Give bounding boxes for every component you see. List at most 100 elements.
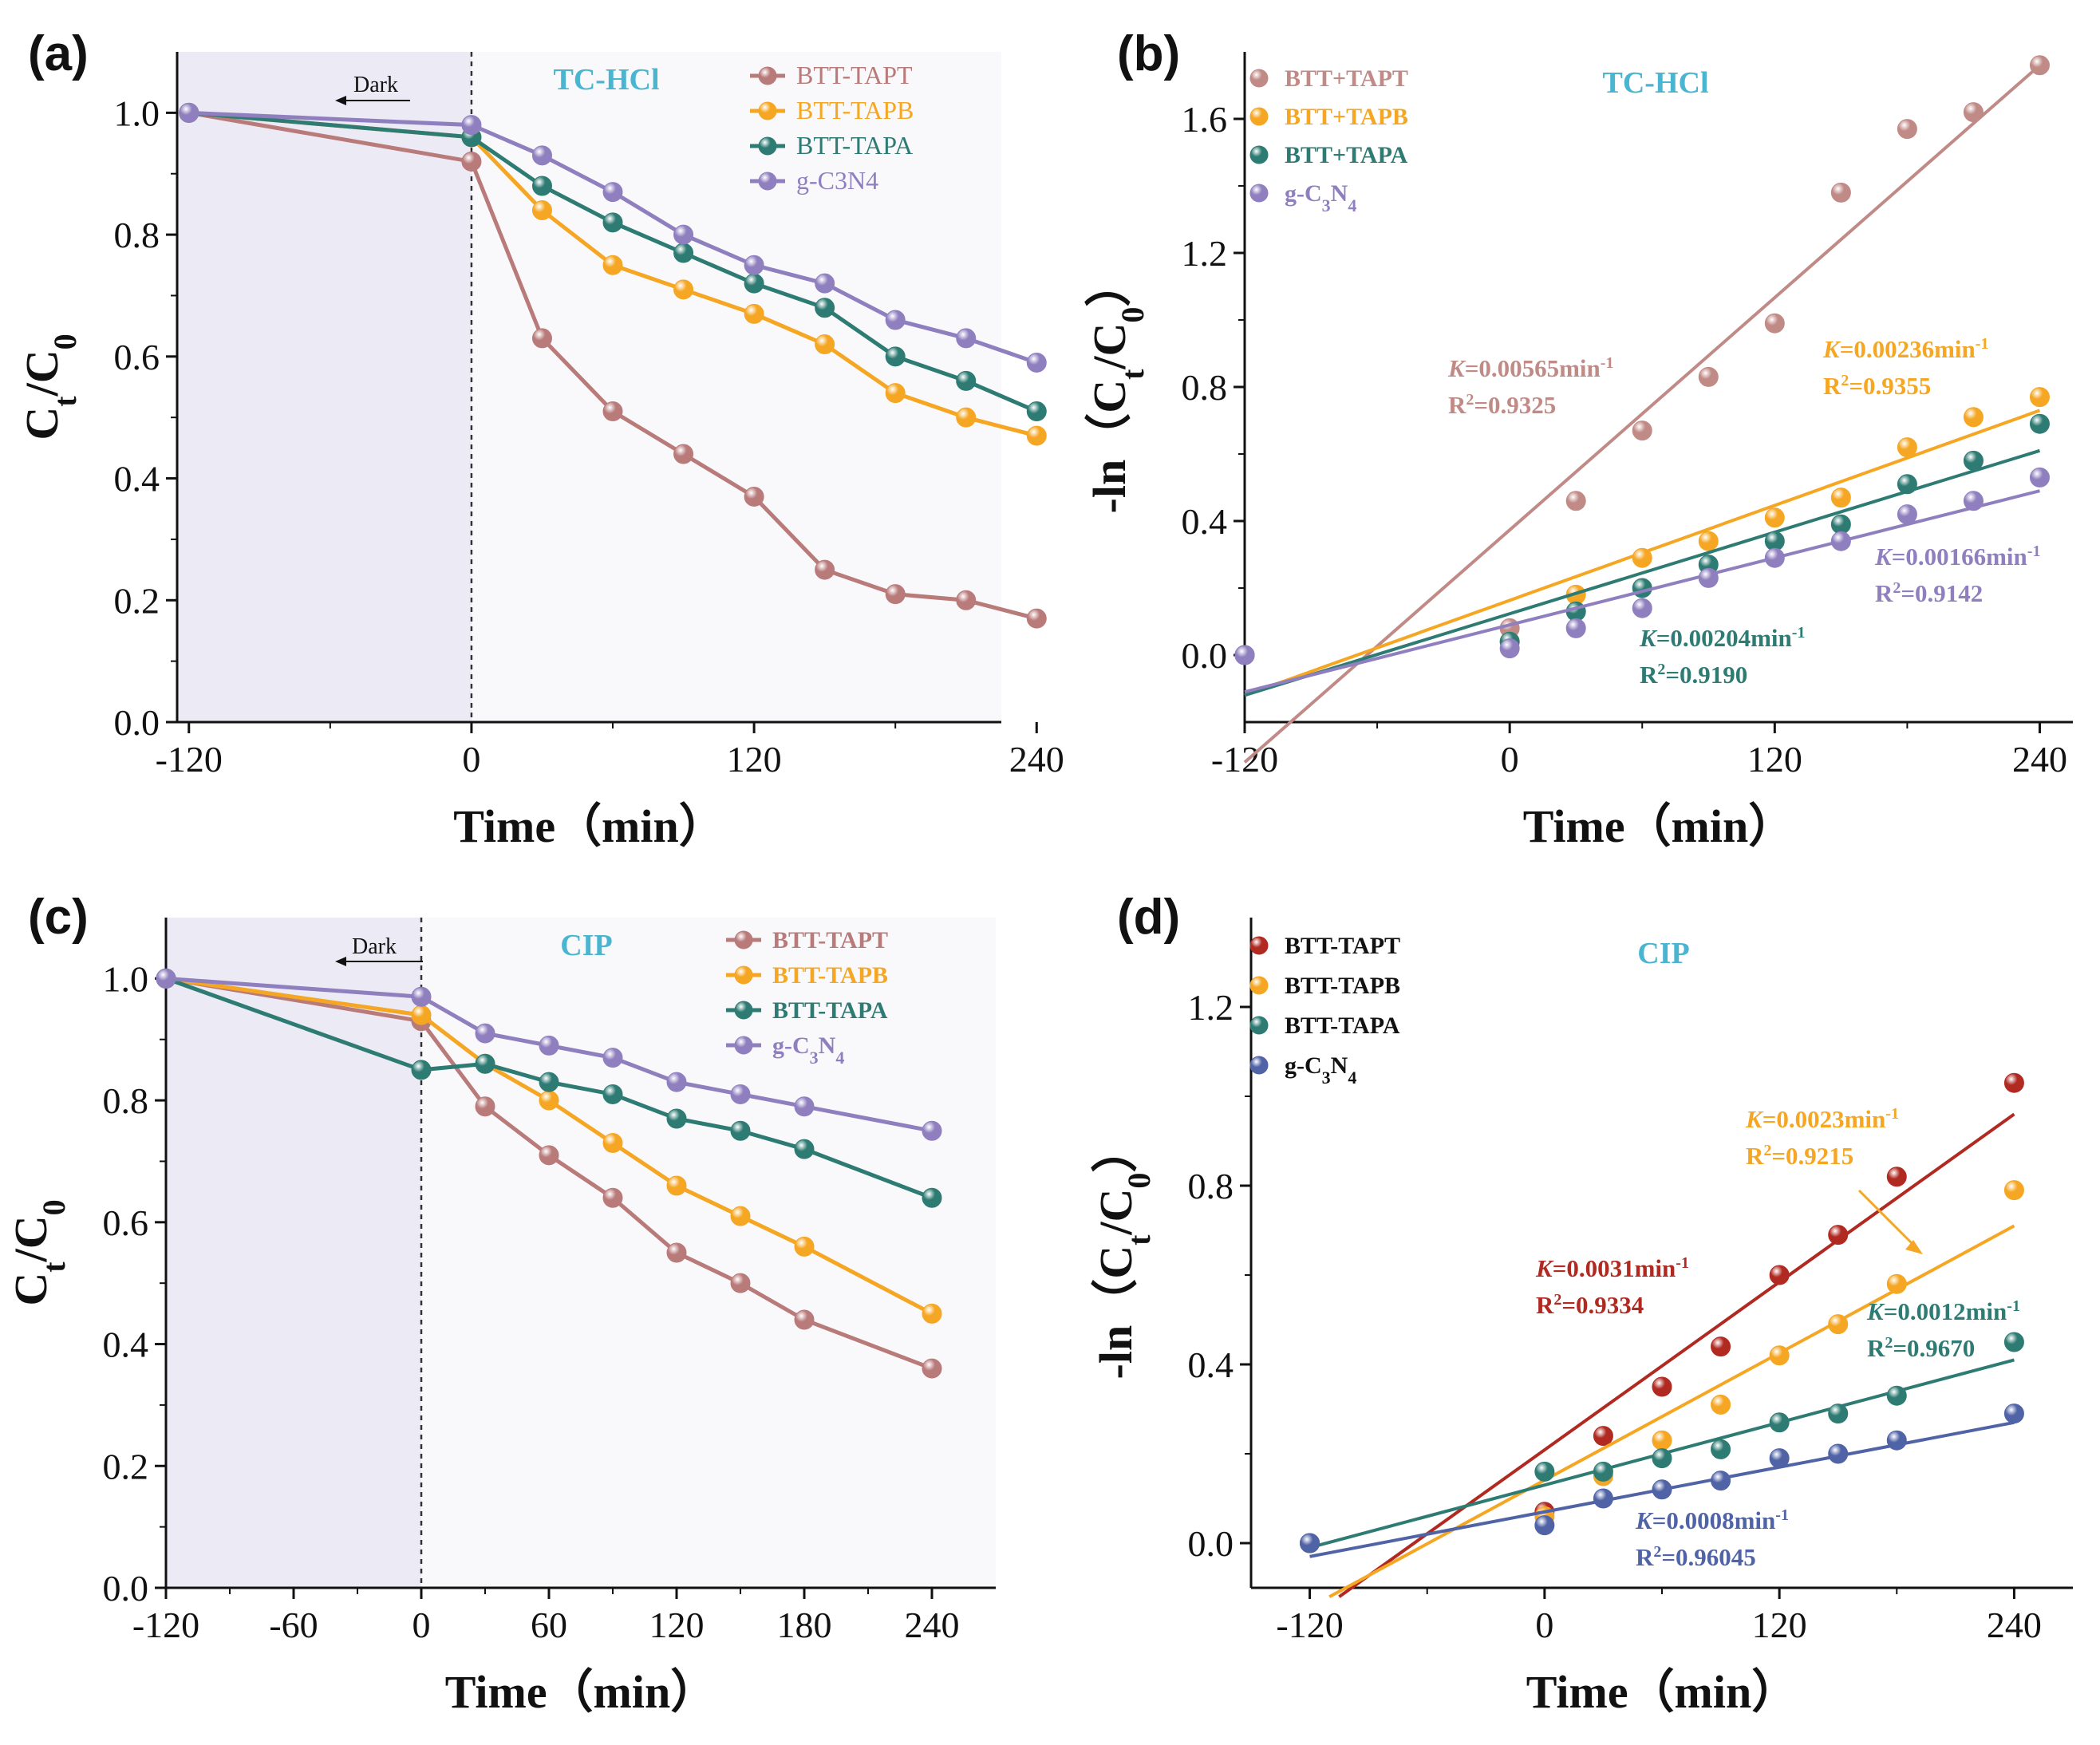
data-point	[531, 200, 552, 221]
data-point	[602, 1084, 623, 1104]
legend-name: BTT-TAPB	[1285, 973, 1400, 999]
legend-name: BTT-TAPB	[796, 96, 914, 124]
data-point	[815, 298, 835, 318]
legend-name: BTT-TAPT	[1285, 933, 1400, 959]
x-axis-title-text: Time（min）	[453, 800, 725, 852]
series-line	[188, 110, 1038, 365]
data-point	[922, 1187, 942, 1208]
x-tick-label-text: -120	[156, 739, 223, 780]
y-tick-label: 0.8	[114, 215, 160, 255]
data-point	[1026, 425, 1047, 446]
x-tick-label: -60	[269, 1605, 318, 1645]
chart-title: TC-HCl	[554, 63, 660, 97]
data-point	[1698, 567, 1719, 588]
y-tick-label-text: 0.0	[114, 702, 160, 743]
data-point	[1769, 1265, 1790, 1285]
r2-exp: 2	[1893, 579, 1901, 597]
x-tick-label: 120	[649, 1605, 705, 1645]
data-point	[1632, 420, 1652, 441]
data-point	[1593, 1461, 1613, 1482]
r2-annotation: R2=0.9190	[1640, 661, 1747, 689]
chart-title: CIP	[560, 929, 612, 962]
x-tick-label: -120	[156, 739, 223, 780]
data-point	[1565, 491, 1586, 511]
fit-line	[1244, 489, 2040, 694]
panel-1: (b)-120 0 120 2400.00.40.81.21.6Time（min）-l…	[1084, 26, 2073, 852]
legend-sub: 4	[1348, 195, 1356, 215]
panel-label-text: (c)	[28, 890, 89, 945]
legend-marker	[734, 1001, 753, 1020]
x-tick-label-text: 0	[462, 739, 480, 780]
data-point	[1897, 474, 1917, 495]
dark-arrow-head	[335, 96, 346, 105]
data-point	[956, 328, 977, 349]
r2-exp: 2	[1657, 661, 1665, 678]
r2-value: =0.9190	[1665, 661, 1747, 689]
chart-title-text: TC-HCl	[554, 63, 660, 97]
r2-symbol: R	[1746, 1142, 1764, 1170]
k-value: =0.00565min	[1465, 354, 1601, 382]
x-tick-label-text: 240	[905, 1605, 960, 1645]
y-tick-label: 1.2	[1188, 987, 1234, 1028]
x-tick-label: 240	[905, 1605, 960, 1645]
data-point	[1828, 1443, 1849, 1464]
y-title-sub: 0	[1121, 1173, 1157, 1189]
data-point	[602, 1048, 623, 1068]
k-symbol: K	[1822, 335, 1841, 363]
data-point	[1632, 578, 1652, 598]
data-point	[602, 1187, 623, 1208]
k-exp: -1	[1885, 1105, 1899, 1123]
dark-region	[177, 52, 472, 722]
fit-line	[1338, 1112, 2015, 1598]
data-point	[744, 486, 764, 507]
panel-label-text: (b)	[1117, 26, 1180, 81]
k-annotation: K=0.00236min-1	[1822, 335, 1988, 363]
y-title-main: -ln（C	[1084, 380, 1135, 514]
data-point	[1698, 531, 1719, 551]
legend-sub: 3	[1322, 1068, 1331, 1088]
r2-value: =0.9670	[1893, 1334, 1975, 1362]
r2-exp: 2	[1466, 391, 1474, 409]
r2-value: =0.9325	[1474, 391, 1556, 419]
data-point	[673, 279, 694, 300]
data-point	[1632, 598, 1652, 618]
k-annotation: K=0.0031min-1	[1535, 1254, 1689, 1282]
legend-label: g-C3N4	[1285, 180, 1356, 215]
data-point	[1769, 1412, 1790, 1433]
y-tick-label-text: 0.0	[1188, 1523, 1234, 1564]
r2-exp: 2	[1841, 372, 1849, 389]
y-tick-label-text: 0.6	[103, 1202, 149, 1243]
series-line	[188, 110, 1037, 621]
data-point	[1652, 1376, 1672, 1397]
k-annotation: K=0.00166min-1	[1874, 543, 2040, 570]
plot-background	[1245, 52, 2073, 722]
data-point	[1711, 1394, 1731, 1415]
dark-label: Dark	[353, 73, 398, 97]
data-point	[411, 986, 432, 1007]
k-symbol: K	[1639, 624, 1658, 652]
data-point	[1963, 491, 1984, 511]
y-tick-label-text: 0.4	[114, 459, 160, 499]
data-point	[1963, 407, 1984, 428]
data-point	[531, 176, 552, 196]
data-point	[794, 1309, 815, 1330]
data-point	[815, 334, 835, 355]
x-tick-label-text: -60	[269, 1605, 318, 1645]
y-tick-label-text: 0.8	[103, 1080, 149, 1121]
k-annotation: K=0.0012min-1	[1866, 1297, 2020, 1325]
legend-marker	[734, 1036, 753, 1055]
data-point	[1897, 119, 1917, 140]
x-tick-label-text: 120	[649, 1605, 705, 1645]
data-point	[673, 444, 694, 464]
legend-marker	[1249, 107, 1269, 126]
r2-symbol: R	[1636, 1543, 1654, 1571]
y-title-sub: 0	[47, 334, 83, 349]
x-axis-title: Time（min）	[1523, 800, 1795, 852]
data-point	[1886, 1385, 1907, 1406]
k-value: =0.0008min	[1652, 1506, 1776, 1534]
y-tick-label-text: 0.2	[103, 1446, 149, 1486]
k-exp: -1	[2007, 1297, 2020, 1315]
y-tick-label-text: 0.4	[1188, 1344, 1234, 1385]
data-point	[475, 1023, 495, 1044]
series-g-C3N4	[156, 968, 942, 1141]
